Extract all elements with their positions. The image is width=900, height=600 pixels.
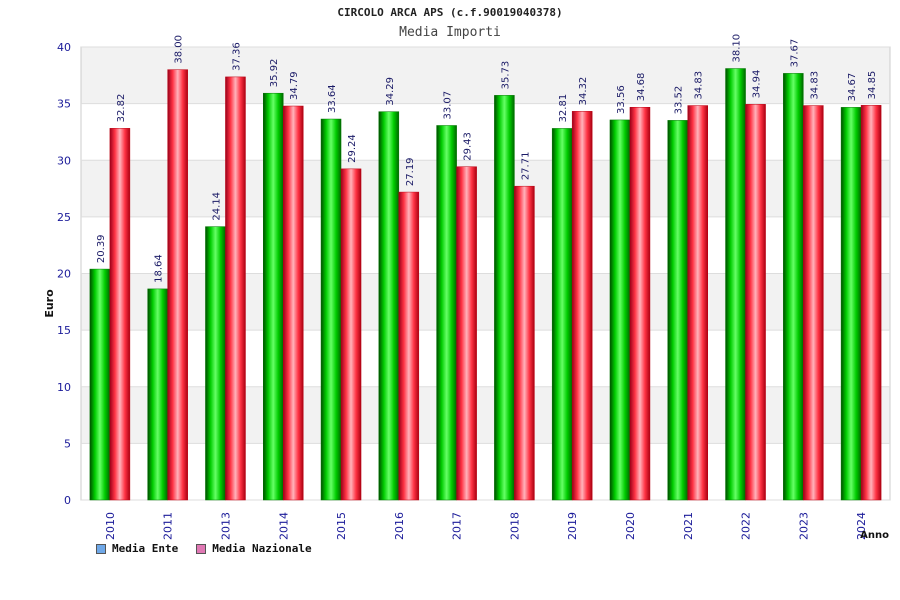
bar-media-nazionale xyxy=(745,104,766,501)
data-label: 35.73 xyxy=(500,61,511,90)
data-label: 38.00 xyxy=(174,35,185,64)
y-tick-label: 35 xyxy=(57,98,71,111)
bar-media-ente xyxy=(840,107,862,501)
x-tick-label: 2017 xyxy=(451,512,464,540)
data-label: 27.71 xyxy=(520,152,531,181)
x-tick-label: 2015 xyxy=(335,512,348,540)
y-tick-label: 0 xyxy=(64,494,71,507)
y-tick-label: 5 xyxy=(64,437,71,450)
bar-media-nazionale xyxy=(803,105,824,501)
bar-media-ente xyxy=(667,120,688,501)
data-label: 33.52 xyxy=(674,86,685,115)
bar-media-nazionale xyxy=(860,105,882,501)
chart-subtitle: Media Importi xyxy=(399,25,501,40)
legend-item-ente: Media Ente xyxy=(96,542,178,555)
y-tick-label: 20 xyxy=(57,268,71,281)
data-label: 27.19 xyxy=(405,157,416,186)
x-tick-label: 2014 xyxy=(277,512,290,540)
data-label: 33.07 xyxy=(443,91,454,120)
bar-media-nazionale xyxy=(629,106,651,501)
data-label: 18.64 xyxy=(154,254,165,283)
bar-media-ente xyxy=(263,92,284,501)
data-label: 35.92 xyxy=(269,59,280,88)
bar-media-ente xyxy=(89,268,111,501)
data-label: 34.83 xyxy=(694,71,705,100)
grid-band xyxy=(81,160,890,217)
legend-swatch-nazionale xyxy=(196,543,207,554)
y-tick-label: 40 xyxy=(57,41,71,54)
bar-media-ente xyxy=(494,95,515,501)
data-label: 20.39 xyxy=(96,234,107,263)
data-label: 34.83 xyxy=(809,71,820,100)
grid-band xyxy=(81,386,890,444)
data-label: 37.36 xyxy=(231,42,242,71)
bar-media-ente xyxy=(725,68,746,501)
x-tick-label: 2024 xyxy=(855,512,868,540)
bar-media-nazionale xyxy=(167,69,188,501)
bar-media-nazionale xyxy=(514,185,535,501)
bar-media-nazionale xyxy=(687,105,708,501)
grid-band xyxy=(81,47,890,104)
x-tick-label: 2016 xyxy=(393,512,406,540)
bar-media-ente xyxy=(436,125,457,501)
legend-swatch-ente xyxy=(96,543,106,554)
x-tick-label: 2011 xyxy=(162,512,175,540)
data-label: 32.82 xyxy=(116,94,127,123)
legend-label-nazionale: Media Nazionale xyxy=(212,542,312,555)
bar-media-ente xyxy=(378,111,400,501)
bar-media-ente xyxy=(147,288,168,501)
data-label: 24.14 xyxy=(211,192,222,221)
x-tick-label: 2023 xyxy=(797,512,810,540)
data-label: 33.64 xyxy=(327,84,338,113)
bar-media-ente xyxy=(551,128,573,501)
data-label: 34.29 xyxy=(385,77,396,106)
x-tick-label: 2010 xyxy=(104,512,117,540)
data-label: 32.81 xyxy=(558,94,569,123)
bar-media-nazionale xyxy=(109,128,131,501)
bar-media-ente xyxy=(609,119,631,501)
bar-media-nazionale xyxy=(398,191,420,501)
data-label: 34.32 xyxy=(578,77,589,106)
x-tick-label: 2013 xyxy=(219,512,232,540)
bar-media-nazionale xyxy=(456,166,477,501)
x-tick-label: 2021 xyxy=(682,512,695,540)
legend-item-nazionale: Media Nazionale xyxy=(196,542,312,555)
data-label: 34.67 xyxy=(847,73,858,102)
chart-title: CIRCOLO ARCA APS (c.f.90019040378) xyxy=(337,6,563,19)
bar-media-ente xyxy=(205,226,226,501)
x-tick-label: 2022 xyxy=(740,512,753,540)
bar-media-nazionale xyxy=(283,105,304,501)
x-axis-label: Anno xyxy=(860,530,889,541)
data-label: 38.10 xyxy=(732,34,743,63)
bar-media-ente xyxy=(320,118,342,501)
y-tick-label: 30 xyxy=(57,154,71,167)
bar-media-nazionale xyxy=(340,168,362,501)
data-label: 33.56 xyxy=(616,85,627,114)
y-axis-label: Euro xyxy=(43,289,56,318)
data-label: 34.94 xyxy=(752,70,763,99)
x-tick-label: 2020 xyxy=(624,512,637,540)
bar-media-nazionale xyxy=(571,111,593,501)
y-tick-label: 10 xyxy=(57,381,71,394)
legend: Media Ente Media Nazionale xyxy=(96,542,312,555)
y-tick-label: 15 xyxy=(57,324,71,337)
bar-media-nazionale xyxy=(225,76,246,501)
grid-band xyxy=(81,273,890,331)
data-label: 29.24 xyxy=(347,134,358,163)
data-label: 29.43 xyxy=(463,132,474,161)
legend-label-ente: Media Ente xyxy=(112,542,179,555)
bar-media-ente xyxy=(783,73,804,501)
x-tick-label: 2018 xyxy=(508,512,521,540)
data-label: 34.85 xyxy=(867,71,878,100)
data-label: 34.79 xyxy=(289,71,300,100)
data-label: 37.67 xyxy=(789,39,800,68)
data-label: 34.68 xyxy=(636,73,647,102)
x-tick-label: 2019 xyxy=(566,512,579,540)
y-tick-label: 25 xyxy=(57,211,71,224)
